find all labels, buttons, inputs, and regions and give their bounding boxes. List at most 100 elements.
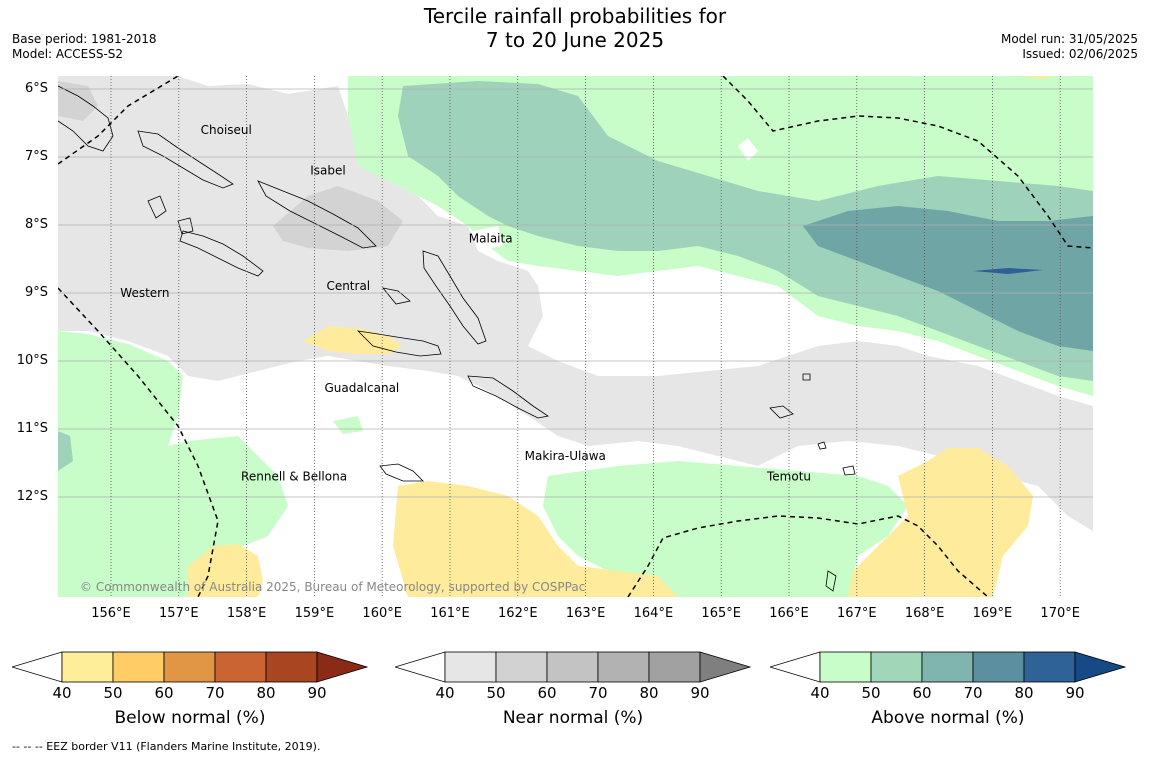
chart-title: Tercile rainfall probabilities for 7 to … — [0, 4, 1150, 52]
colorbar-segment — [112, 651, 165, 683]
island-malaita — [422, 250, 487, 345]
island-new-georgia — [179, 230, 264, 277]
above-normal-80-region — [973, 268, 1043, 274]
colorbar-tick-label: 40 — [810, 684, 830, 702]
meta-left: Base period: 1981-2018 Model: ACCESS-S2 — [12, 32, 157, 62]
eez-border-south — [627, 515, 989, 597]
colorbar-segment — [163, 651, 216, 683]
colorbar-segment — [444, 651, 497, 683]
lon-tick-label: 169°E — [972, 606, 1013, 621]
above-normal-50-region — [398, 81, 1093, 381]
below-normal-40-region-southeast — [848, 448, 1033, 597]
colorbar-tick-label: 90 — [690, 684, 710, 702]
lon-tick-label: 162°E — [498, 606, 538, 621]
lon-tick-label: 158°E — [226, 606, 267, 621]
lon-tick-label: 157°E — [159, 606, 199, 621]
colorbar-tick-label: 70 — [205, 684, 225, 702]
eez-border-west — [58, 76, 179, 165]
colorbar-under-triangle — [12, 651, 63, 683]
colorbar-tick-label: 60 — [912, 684, 932, 702]
title-line-2: 7 to 20 June 2025 — [485, 28, 665, 52]
place-label: Rennell & Bellona — [241, 470, 347, 484]
colorbar-under-triangle — [395, 651, 446, 683]
island-makira — [467, 375, 550, 419]
rainfall-probability-map: Choiseul Isabel Malaita Western Central Guada… — [58, 76, 1093, 597]
island-tikopia — [842, 465, 856, 476]
colorbar-tick-label: 90 — [307, 684, 327, 702]
colorbar-tick-label: 60 — [154, 684, 174, 702]
colorbar-tick-label: 40 — [435, 684, 455, 702]
island-florida — [381, 287, 411, 305]
island-bougainville — [58, 85, 114, 152]
lon-tick-label: 163°E — [565, 606, 606, 621]
colorbar-tick-label: 80 — [639, 684, 659, 702]
lon-tick-label: 166°E — [769, 606, 809, 621]
colorbar-tick-label: 50 — [486, 684, 506, 702]
colorbar-title: Above normal (%) — [871, 708, 1025, 728]
lat-tick-label: 7°S — [24, 149, 48, 164]
above-normal-60-region — [803, 206, 1093, 351]
lon-tick-label: 168°E — [904, 606, 945, 621]
island-vanuatu-north — [825, 570, 837, 592]
eez-footnote: -- -- -- EEZ border V11 (Flanders Marine… — [12, 740, 321, 753]
lat-tick-label: 6°S — [24, 81, 48, 96]
colorbar-segment — [265, 651, 318, 683]
place-label: Temotu — [766, 470, 811, 484]
colorbar-segment — [495, 651, 548, 683]
eez-border-northeast — [722, 76, 1093, 249]
colorbar-segment — [61, 651, 114, 683]
colorbar-tick-label: 60 — [537, 684, 557, 702]
place-label: Makira-Ulawa — [525, 449, 606, 463]
island-rennell — [379, 463, 424, 482]
colorbar — [770, 651, 1127, 683]
above-normal-50-region-west — [58, 431, 73, 471]
colorbar-segment — [819, 651, 872, 683]
above-normal-40-region-west — [58, 331, 288, 597]
colorbar-title: Near normal (%) — [502, 708, 644, 728]
above-normal-40-region-south — [543, 461, 908, 597]
colorbar — [395, 651, 752, 683]
place-label: Choiseul — [201, 123, 252, 137]
colorbar-over-triangle — [699, 651, 752, 683]
lon-tick-label: 161°E — [430, 606, 470, 621]
model-run: Model run: 31/05/2025 — [1000, 32, 1138, 46]
lon-tick-label: 164°E — [633, 606, 674, 621]
colorbar-segment — [921, 651, 974, 683]
ocean-hole-malaita — [473, 226, 503, 251]
colorbar-segment — [972, 651, 1025, 683]
near-normal-40-region-north — [58, 76, 1093, 531]
island-outlines — [58, 85, 856, 592]
lon-tick-label: 160°E — [362, 606, 402, 621]
above-normal-40-region-small — [333, 416, 363, 434]
colorbar-tick-label: 70 — [963, 684, 983, 702]
island-isabel — [257, 180, 377, 249]
lat-tick-label: 11°S — [16, 421, 48, 436]
colorbar-tick-label: 50 — [861, 684, 881, 702]
grid-lines — [58, 76, 1093, 597]
colorbar-segment — [214, 651, 267, 683]
eez-border — [58, 76, 1093, 597]
colorbar-segment — [648, 651, 701, 683]
colorbar-over-triangle — [1074, 651, 1127, 683]
island-vella-lavella — [147, 195, 167, 219]
lat-tick-label: 9°S — [24, 285, 48, 300]
place-label: Malaita — [469, 232, 513, 246]
colorbar-tick-label: 50 — [103, 684, 123, 702]
colorbar-tick-label: 40 — [52, 684, 72, 702]
copyright-notice: © Commonwealth of Australia 2025, Bureau… — [80, 580, 585, 594]
colorbar-segment — [546, 651, 599, 683]
colorbar-segment — [870, 651, 923, 683]
lon-tick-label: 170°E — [1040, 606, 1080, 621]
place-label: Western — [120, 286, 169, 300]
near-normal-50-region — [273, 186, 403, 251]
issued-date: Issued: 02/06/2025 — [1022, 47, 1138, 61]
colorbar-segment — [1023, 651, 1076, 683]
island-santa-cruz — [769, 405, 794, 419]
place-label: Guadalcanal — [324, 381, 399, 395]
colorbar-segment — [597, 651, 650, 683]
meta-right: Model run: 31/05/2025 Issued: 02/06/2025 — [1001, 32, 1138, 62]
place-label: Isabel — [310, 164, 345, 178]
below-normal-40-region-south — [393, 481, 678, 597]
island-reef — [802, 373, 811, 381]
lat-tick-label: 10°S — [16, 353, 48, 368]
